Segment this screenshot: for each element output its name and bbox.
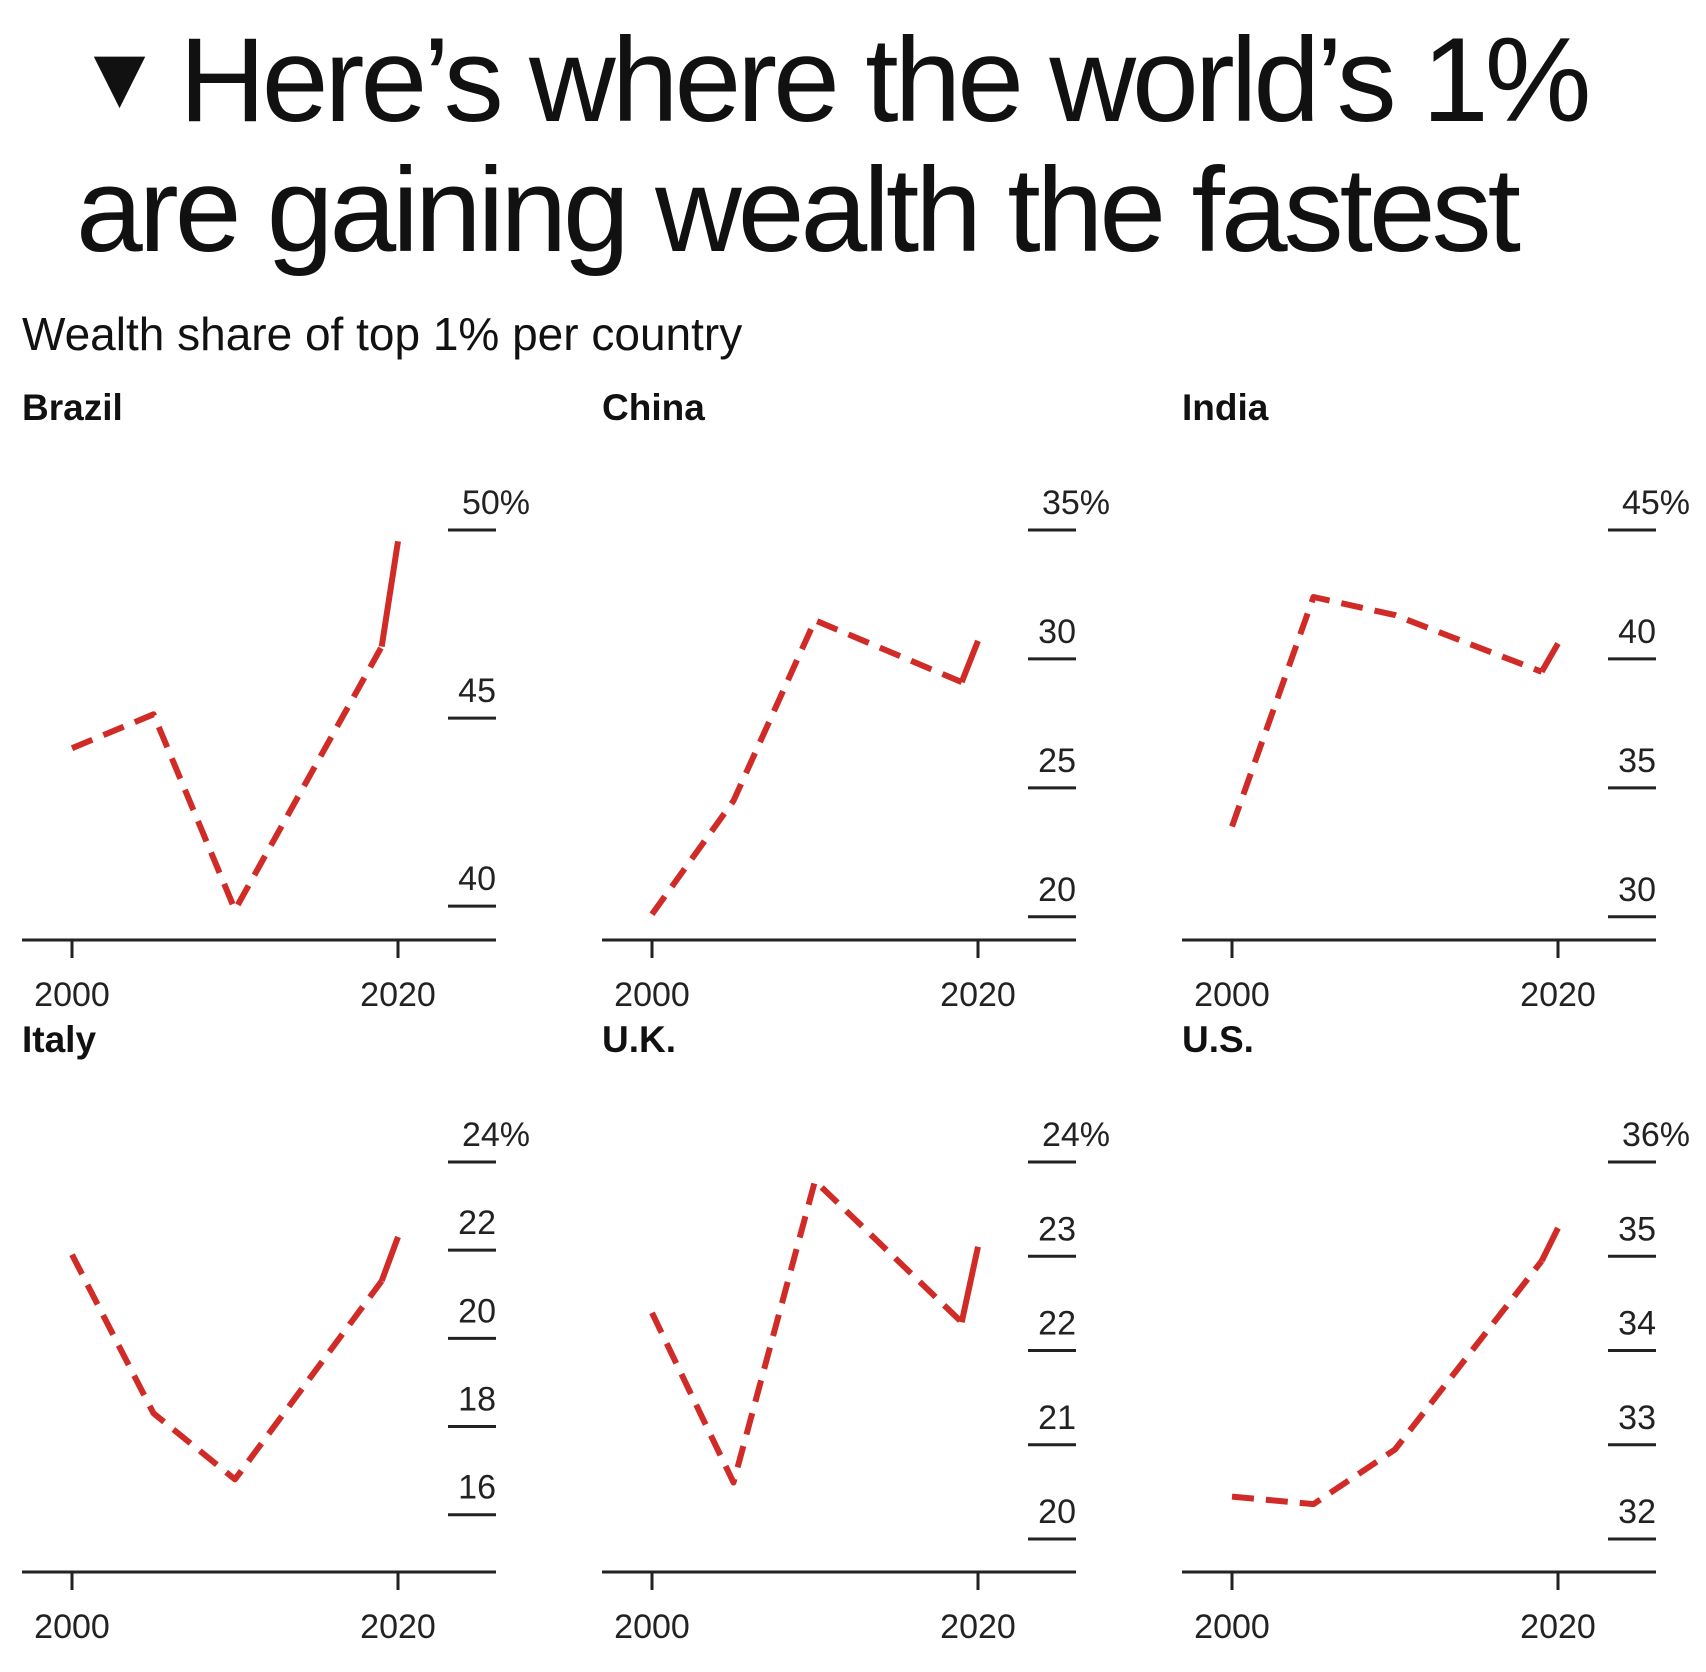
panel-title: U.S. — [1182, 1019, 1254, 1060]
y-tick-label: 25 — [1038, 742, 1076, 780]
y-tick-label: 18 — [458, 1381, 496, 1419]
y-tick-label: 24% — [462, 1116, 530, 1154]
y-tick-label: 16 — [458, 1469, 496, 1507]
data-point — [232, 1476, 238, 1482]
series-line-dashed — [69, 1253, 385, 1483]
panel-title: Italy — [22, 1019, 96, 1060]
x-tick-label: 2000 — [614, 1608, 690, 1646]
data-point — [649, 911, 655, 917]
x-tick-label: 2020 — [1520, 976, 1596, 1014]
y-tick-label: 32 — [1618, 1493, 1656, 1531]
data-point — [812, 617, 818, 623]
data-point — [1539, 1258, 1545, 1264]
data-point — [812, 1178, 818, 1184]
data-point — [1555, 1225, 1561, 1231]
y-tick-label: 20 — [1038, 871, 1076, 909]
y-tick-label: 20 — [1038, 1493, 1076, 1531]
subtitle: Wealth share of top 1% per country — [22, 308, 743, 360]
panel-title: U.K. — [602, 1019, 676, 1060]
y-tick-label: 22 — [1038, 1305, 1076, 1343]
headline-line-2: are gaining wealth the fastest — [76, 143, 1521, 277]
panel-title: China — [602, 387, 705, 428]
panel-us: U.S. 32 33 34 35 36% 2000 2020 — [1182, 1019, 1690, 1646]
data-point — [731, 1479, 737, 1485]
data-point — [151, 711, 157, 717]
series-line-dashed — [1229, 594, 1543, 828]
series-line-solid — [378, 1235, 401, 1283]
series-line-dashed — [649, 1177, 964, 1486]
y-tick-label: 30 — [1618, 871, 1656, 909]
x-tick-label: 2000 — [1194, 1608, 1270, 1646]
data-point — [1311, 594, 1317, 600]
series-line-solid — [1539, 1226, 1561, 1263]
y-tick-label: 45% — [1622, 484, 1690, 522]
data-point — [1539, 669, 1545, 675]
data-point — [649, 1310, 655, 1316]
panel-india: India 30 35 40 45% 2000 2020 — [1182, 387, 1690, 1014]
data-point — [959, 1319, 965, 1325]
series-line-solid — [958, 1246, 981, 1323]
x-tick-label: 2000 — [1194, 976, 1270, 1014]
triangle-down-icon: ▼ — [76, 27, 163, 126]
data-point — [69, 1252, 75, 1258]
panel-brazil: Brazil 40 45 50% 2000 2020 — [22, 387, 530, 1014]
data-point — [975, 1244, 981, 1250]
x-tick-label: 2020 — [940, 1608, 1016, 1646]
y-tick-label: 22 — [458, 1204, 496, 1242]
y-tick-label: 36% — [1622, 1116, 1690, 1154]
x-tick-label: 2000 — [34, 1608, 110, 1646]
panel-title: India — [1182, 387, 1269, 428]
x-tick-label: 2000 — [34, 976, 110, 1014]
series-line-solid — [958, 639, 981, 684]
y-tick-label: 34 — [1618, 1305, 1656, 1343]
series-line-dashed — [70, 645, 385, 913]
x-tick-label: 2020 — [360, 1608, 436, 1646]
series-line-dashed — [649, 617, 963, 916]
y-tick-label: 20 — [458, 1292, 496, 1330]
y-tick-label: 45 — [458, 672, 496, 710]
y-tick-label: 21 — [1038, 1399, 1076, 1437]
y-tick-label: 35 — [1618, 742, 1656, 780]
y-tick-label: 33 — [1618, 1399, 1656, 1437]
data-point — [379, 1278, 385, 1284]
y-tick-label: 40 — [1618, 613, 1656, 651]
panel-italy: Italy 16 18 20 22 24% 2000 2020 — [22, 1019, 530, 1646]
x-tick-label: 2020 — [1520, 1608, 1596, 1646]
series-line-solid — [1539, 642, 1561, 674]
data-point — [975, 638, 981, 644]
data-point — [379, 644, 385, 650]
data-point — [395, 538, 401, 544]
y-tick-label: 24% — [1042, 1116, 1110, 1154]
y-tick-label: 35% — [1042, 484, 1110, 522]
headline: ▼ Here’s where the world’s 1% are gaining… — [76, 12, 1676, 275]
x-tick-label: 2020 — [360, 976, 436, 1014]
data-point — [1392, 1446, 1398, 1452]
panel-title: Brazil — [22, 387, 123, 428]
data-point — [1392, 612, 1398, 618]
data-point — [1555, 640, 1561, 646]
y-tick-label: 23 — [1038, 1210, 1076, 1248]
data-point — [395, 1234, 401, 1240]
y-tick-label: 30 — [1038, 613, 1076, 651]
data-point — [1229, 1494, 1235, 1500]
headline-line-1: Here’s where the world’s 1% — [179, 13, 1591, 147]
y-tick-label: 35 — [1618, 1210, 1656, 1248]
data-point — [151, 1410, 157, 1416]
panel-china: China 20 25 30 35% 2000 2020 — [602, 387, 1110, 1014]
y-tick-label: 50% — [462, 484, 530, 522]
series-line-dashed — [1231, 1259, 1545, 1508]
data-point — [1229, 824, 1235, 830]
x-tick-label: 2000 — [614, 976, 690, 1014]
data-point — [1311, 1501, 1317, 1507]
x-tick-label: 2020 — [940, 976, 1016, 1014]
panel-uk: U.K. 20 21 22 23 24% 2000 2020 — [602, 1019, 1110, 1646]
data-point — [959, 679, 965, 685]
data-point — [69, 745, 75, 751]
data-point — [232, 907, 238, 913]
series-line-solid — [378, 540, 401, 648]
data-point — [731, 798, 737, 804]
y-tick-label: 40 — [458, 860, 496, 898]
